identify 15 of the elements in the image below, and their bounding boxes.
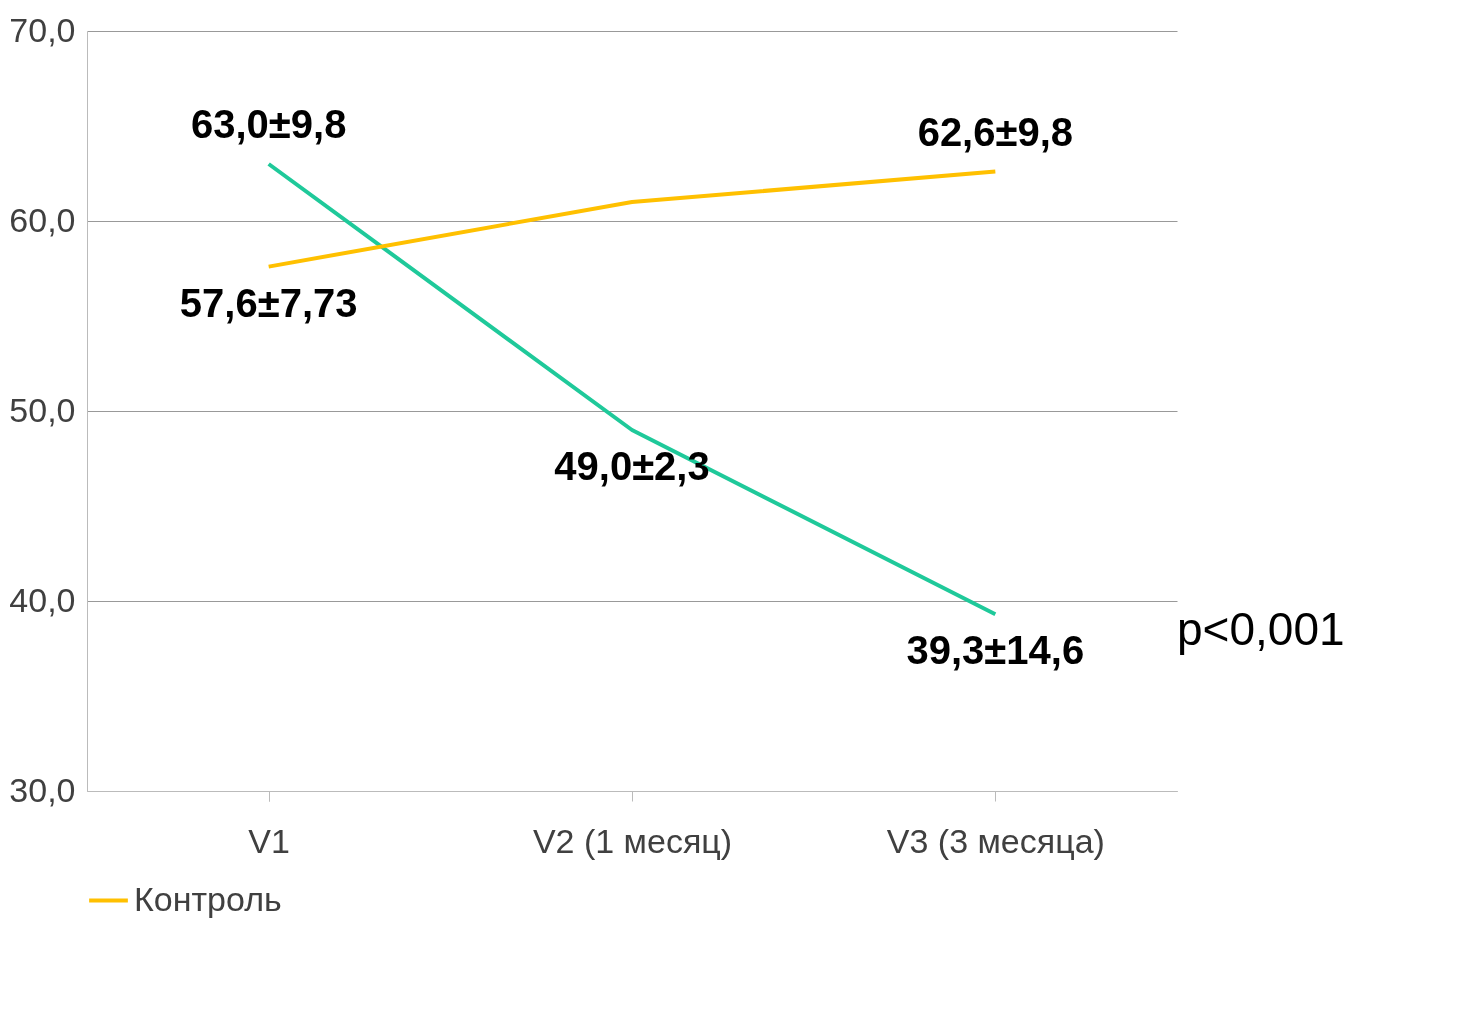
x-tick-label: V2 (1 месяц) — [532, 821, 733, 860]
data-label: 39,3±14,6 — [906, 628, 1085, 673]
x-tick-label: V3 (3 месяца) — [886, 821, 1105, 860]
y-tick-label: 50,0 — [9, 390, 76, 429]
data-label: 63,0±9,8 — [190, 102, 347, 146]
data-label: 62,6±9,8 — [917, 109, 1074, 154]
data-label: 49,0±2,3 — [554, 444, 710, 488]
legend-label: Контроль — [134, 879, 282, 918]
y-tick-label: 70,0 — [9, 10, 76, 49]
y-tick-label: 30,0 — [9, 770, 76, 809]
y-tick-label: 60,0 — [9, 200, 76, 239]
data-label: 57,6±7,73 — [179, 280, 358, 325]
annotation: p<0,001 — [1177, 603, 1345, 655]
y-tick-label: 40,0 — [9, 580, 76, 619]
x-tick-label: V1 — [248, 821, 290, 860]
